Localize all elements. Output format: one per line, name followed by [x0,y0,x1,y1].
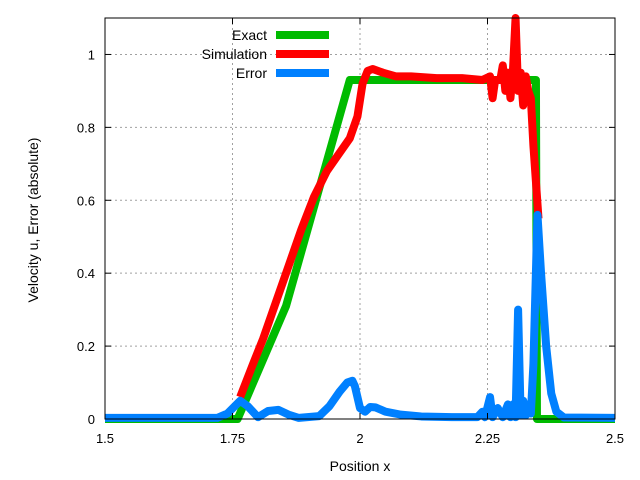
axis-ticks: 1.5 1.75 2 2.25 2.5 0 0.2 0.4 0.6 0.8 1 [77,18,624,446]
x-tick-label: 2.5 [606,431,624,446]
y-tick-label: 1 [88,47,95,62]
series-line-simulation [236,14,543,399]
legend-label-error: Error [236,65,267,81]
x-tick-label: 1.75 [220,431,245,446]
y-axis-label: Velocity u, Error (absolute) [25,138,41,303]
y-tick-label: 0.8 [77,120,95,135]
x-tick-label: 2 [356,431,363,446]
y-tick-label: 0 [88,412,95,427]
y-tick-label: 0.6 [77,193,95,208]
x-tick-label: 1.5 [96,431,114,446]
legend-label-exact: Exact [232,27,267,43]
x-tick-label: 2.25 [475,431,500,446]
y-tick-label: 0.4 [77,266,95,281]
y-tick-label: 0.2 [77,339,95,354]
series-line-error [105,210,615,422]
legend-label-simulation: Simulation [202,46,267,62]
legend: Exact Simulation Error [202,27,329,81]
x-axis-label: Position x [330,458,391,474]
